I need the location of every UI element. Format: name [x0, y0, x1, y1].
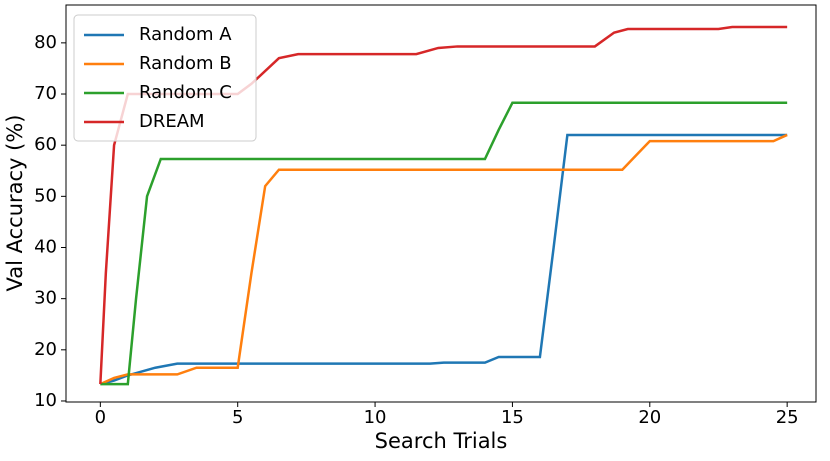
legend-label: Random A — [139, 24, 232, 45]
line-series — [99, 133, 788, 386]
x-tick-label: 20 — [638, 407, 661, 428]
legend-box — [73, 14, 257, 142]
x-tick-label: 10 — [364, 407, 387, 428]
y-tick-label: 40 — [34, 236, 57, 257]
legend-label: Random C — [139, 82, 232, 103]
line-series — [100, 133, 788, 386]
y-axis-label: Val Accuracy (%) — [3, 114, 27, 291]
legend-label: Random B — [139, 53, 232, 74]
x-axis-label: Search Trials — [375, 429, 508, 453]
y-tick-label: 30 — [34, 288, 57, 309]
x-tick-label: 5 — [232, 407, 243, 428]
plot-frame — [65, 4, 817, 403]
y-tick-label: 80 — [34, 32, 57, 53]
y-tick-label: 70 — [34, 83, 57, 104]
y-tick-label: 10 — [34, 390, 57, 411]
y-tick-label: 50 — [34, 185, 57, 206]
x-tick-label: 25 — [776, 407, 799, 428]
y-tick-label: 20 — [34, 339, 57, 360]
legend-label: DREAM — [139, 111, 205, 132]
x-tick-label: 0 — [95, 407, 106, 428]
y-tick-label: 60 — [34, 134, 57, 155]
line-series — [100, 101, 788, 386]
x-tick-label: 15 — [501, 407, 524, 428]
